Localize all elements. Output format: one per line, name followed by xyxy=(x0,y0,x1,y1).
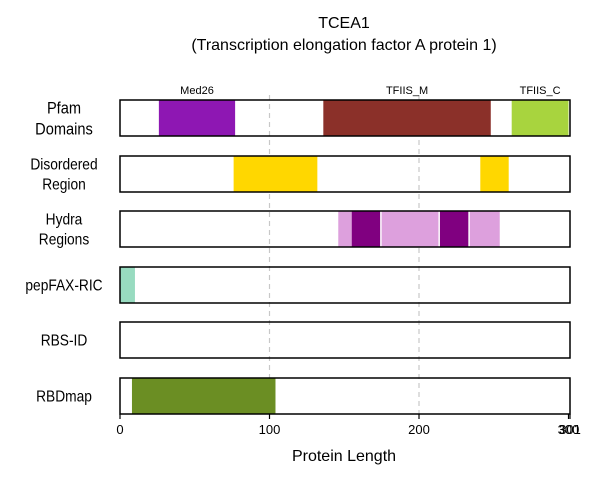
x-tick-label: 301 xyxy=(559,422,581,437)
track-label: RBS-ID xyxy=(41,332,88,350)
track-label: Domains xyxy=(35,121,93,139)
segment-bar xyxy=(351,211,381,247)
domain-label: TFIIS_M xyxy=(386,85,428,97)
segment-bar xyxy=(469,211,500,247)
track-row: pepFAX-RIC xyxy=(25,266,571,304)
track-frame xyxy=(119,99,571,137)
domain-label: TFIIS_C xyxy=(520,85,561,97)
chart-title: TCEA1 xyxy=(318,15,370,32)
track-row: Disordered Region xyxy=(30,155,571,194)
track-label: Disordered xyxy=(30,156,97,174)
x-tick-label: 0 xyxy=(116,422,123,437)
track-label: pepFAX-RIC xyxy=(25,277,102,295)
x-tick-label: 200 xyxy=(408,422,430,437)
segment-bar xyxy=(323,100,491,136)
segment-bar xyxy=(120,267,135,303)
segment-bar xyxy=(233,156,318,192)
track-frame xyxy=(119,266,571,304)
track-label: Region xyxy=(42,176,86,194)
domain-label: Med26 xyxy=(180,85,214,97)
track-row: Hydra Regions xyxy=(39,210,571,249)
track-frame xyxy=(119,155,571,193)
segment-bar xyxy=(381,211,439,247)
track-frame xyxy=(119,321,571,359)
segment-bar xyxy=(338,211,352,247)
track-row: Pfam Domains Med26 TFIIS_M TFIIS_C xyxy=(35,85,571,139)
track-frame xyxy=(119,377,571,415)
segment-bar xyxy=(158,100,236,136)
track-group: Pfam Domains Med26 TFIIS_M TFIIS_C Disordered… xyxy=(25,85,571,415)
track-row: RBDmap xyxy=(36,377,571,415)
track-frame xyxy=(119,210,571,248)
track-label: Pfam xyxy=(47,100,81,118)
track-row: RBS-ID xyxy=(41,321,571,359)
x-tick-label: 300 xyxy=(558,422,580,437)
segment-bar xyxy=(511,100,569,136)
track-label: Regions xyxy=(39,231,89,249)
x-tick-label: 100 xyxy=(259,422,281,437)
track-label: RBDmap xyxy=(36,388,92,406)
x-axis-label: Protein Length xyxy=(292,448,396,465)
chart-subtitle: (Transcription elongation factor A prote… xyxy=(191,37,496,54)
gridlines xyxy=(268,95,420,419)
segment-bar xyxy=(480,156,509,192)
segment-bar xyxy=(131,378,276,414)
segment-bar xyxy=(439,211,469,247)
track-label: Hydra xyxy=(46,211,83,229)
